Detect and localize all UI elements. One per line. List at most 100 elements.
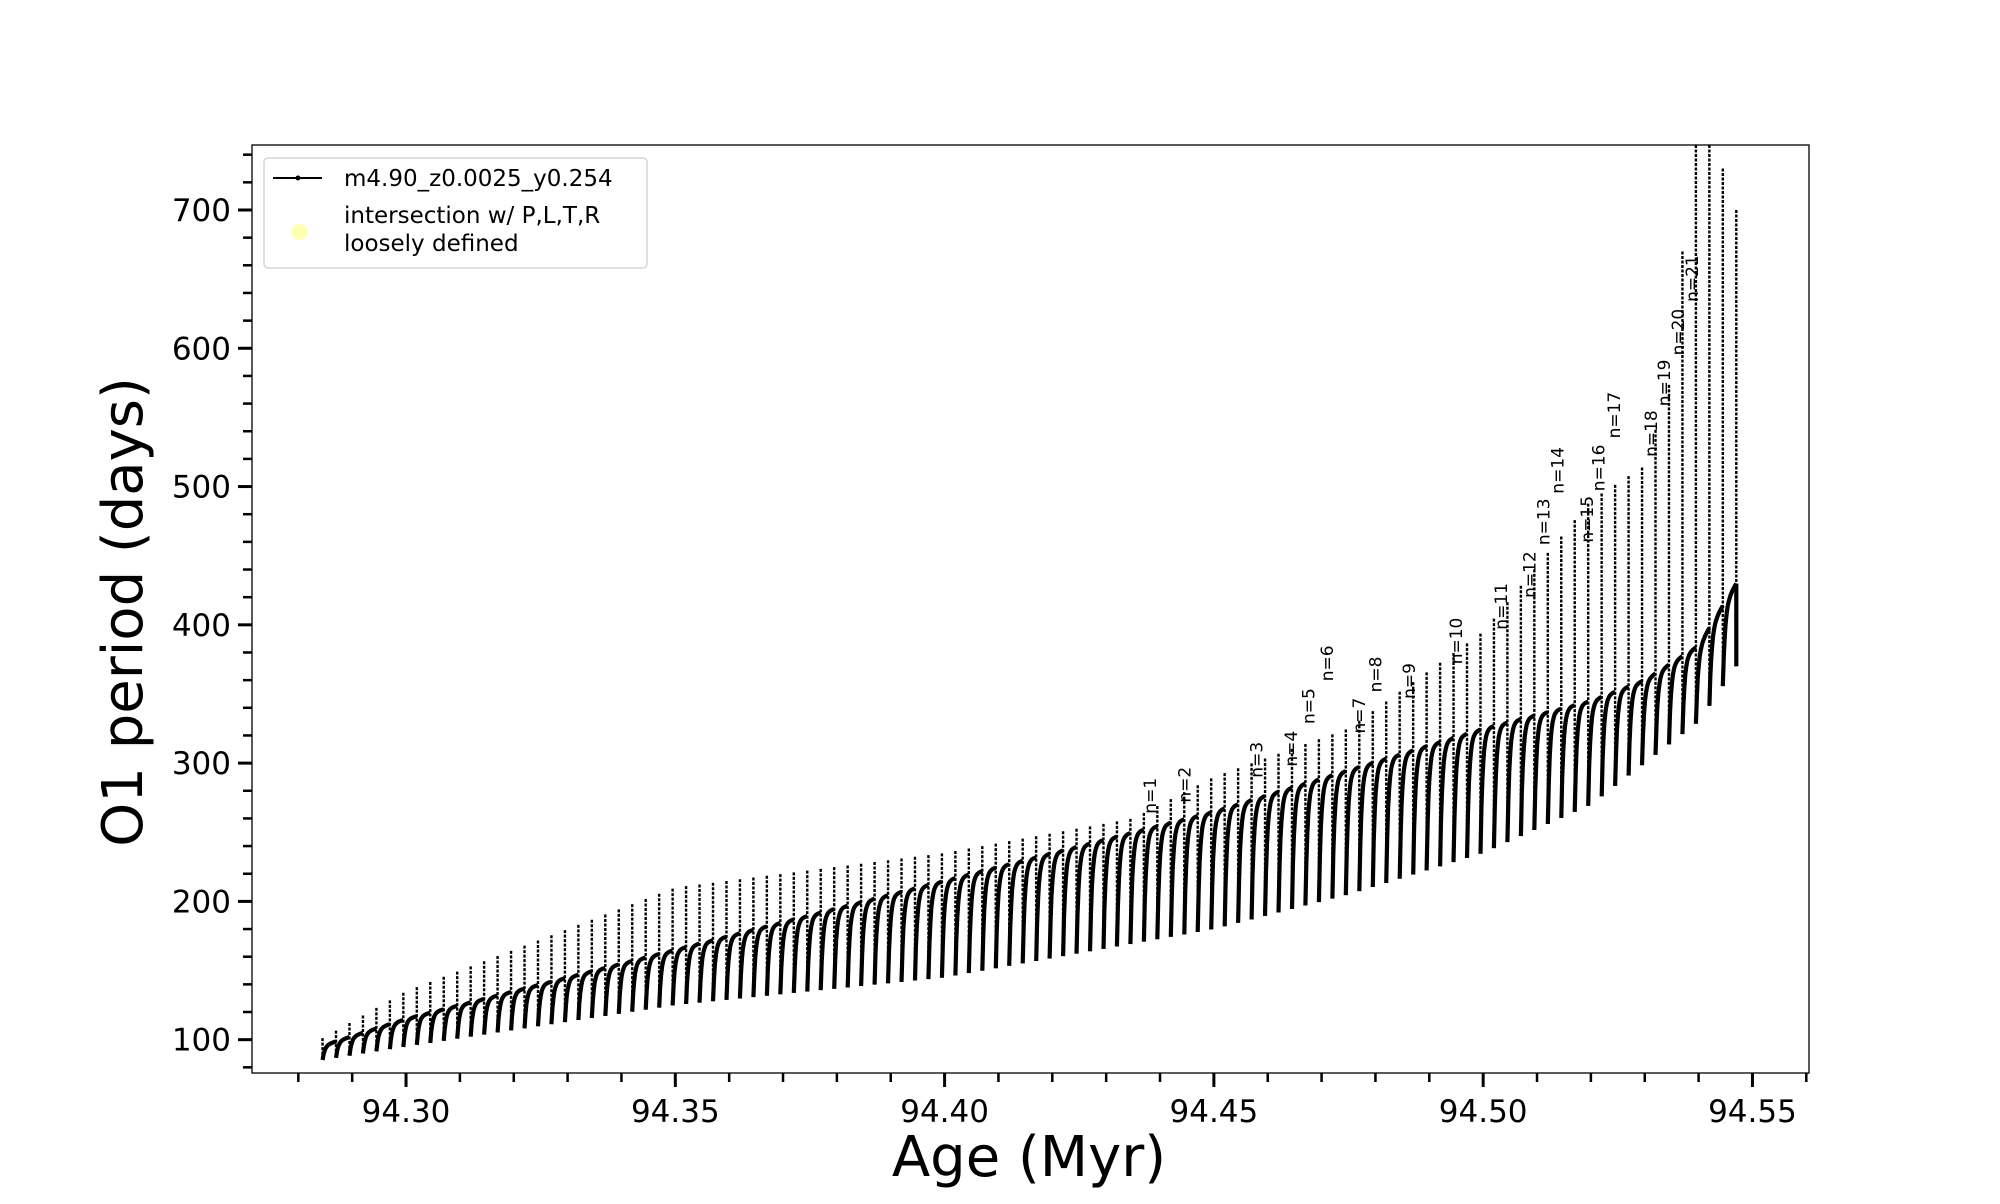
series-segment xyxy=(347,1030,365,1056)
series-segment xyxy=(1276,785,1294,913)
pulse-label: n=10 xyxy=(1447,618,1467,665)
pulse-label: n=15 xyxy=(1578,496,1598,543)
series-segment xyxy=(1720,582,1739,687)
x-tick-label: 94.35 xyxy=(631,1094,720,1130)
series-segment xyxy=(1289,781,1307,910)
series-segment xyxy=(953,872,970,976)
series-segment xyxy=(1236,798,1253,923)
pulse-label: n=5 xyxy=(1300,688,1320,724)
series-segment xyxy=(1155,820,1172,940)
series-segment xyxy=(1639,671,1657,766)
series-segment xyxy=(1411,744,1428,875)
series-segment xyxy=(482,993,499,1035)
series-segment xyxy=(1545,706,1563,825)
series-segment xyxy=(1168,817,1186,937)
series-segment xyxy=(832,903,849,989)
series-segment xyxy=(778,917,795,995)
plot-frame xyxy=(251,144,1810,1074)
series-segment xyxy=(1478,724,1496,854)
pulse-label: n=1 xyxy=(1141,778,1161,814)
series-segment xyxy=(522,983,540,1029)
series-segment xyxy=(576,969,593,1021)
series-segment xyxy=(1666,654,1684,745)
series-segment xyxy=(1438,735,1455,867)
legend-label-series: m4.90_z0.0025_y0.254 xyxy=(344,166,613,192)
series-segment xyxy=(1195,810,1213,933)
series-segment xyxy=(468,996,486,1037)
series-segment xyxy=(710,934,728,1002)
series-segment xyxy=(859,896,876,987)
series-segment xyxy=(1262,789,1280,916)
y-tick-label: 100 xyxy=(172,1023,231,1059)
series-segment xyxy=(1532,710,1549,831)
series-segment xyxy=(966,869,984,974)
series-segment xyxy=(1464,727,1482,859)
series-segment xyxy=(1101,834,1119,949)
series-segment xyxy=(535,979,553,1027)
pulse-label: n=16 xyxy=(1589,445,1609,492)
y-tick-label: 400 xyxy=(172,608,231,644)
series-segment xyxy=(1491,720,1509,849)
pulse-label: n=4 xyxy=(1282,731,1302,767)
series-segment xyxy=(1222,802,1240,927)
series-segment xyxy=(1249,794,1267,920)
series-segment xyxy=(428,1007,445,1044)
series-segment xyxy=(1007,858,1024,966)
pulse-label: n=12 xyxy=(1521,551,1541,598)
series-segment xyxy=(980,865,997,971)
plot-area xyxy=(252,145,1809,1073)
pulse-label: n=21 xyxy=(1683,255,1703,302)
series-segment xyxy=(603,962,620,1017)
x-tick-label: 94.30 xyxy=(362,1094,451,1130)
series-segment xyxy=(630,955,647,1012)
series-segment xyxy=(360,1026,378,1054)
series-segment xyxy=(1303,777,1320,906)
pulse-label: n=18 xyxy=(1642,410,1662,457)
x-axis: 94.30 94.35 94.40 94.45 94.50 94.55 xyxy=(297,1073,1808,1130)
x-tick-label: 94.50 xyxy=(1439,1094,1528,1130)
y-tick-label: 300 xyxy=(172,746,231,782)
x-tick-label: 94.40 xyxy=(900,1094,989,1130)
y-axis-label: O1 period (days) xyxy=(91,377,156,847)
series-segment xyxy=(1128,827,1145,945)
series-segment xyxy=(926,879,943,980)
pulse-label: n=6 xyxy=(1318,645,1338,681)
pulse-label: n=13 xyxy=(1535,498,1555,545)
series-segment xyxy=(1316,773,1334,903)
pulse-label: n=7 xyxy=(1350,698,1370,734)
series-segment xyxy=(1586,695,1603,806)
series-segment xyxy=(1047,848,1065,959)
series-segment xyxy=(643,951,661,1010)
annotation-layer: n=1 n=2 n=3 n=4 n=5 n=6 n=7 n=8 n=9 n=10 n=11 n=12 n… xyxy=(1141,255,1703,813)
series-segment xyxy=(1074,841,1092,954)
x-tick-label: 94.45 xyxy=(1170,1094,1259,1130)
series-segment xyxy=(1518,713,1536,837)
series-segment xyxy=(616,958,634,1014)
series-segment xyxy=(899,886,917,982)
series-segment xyxy=(791,914,809,993)
series-segment xyxy=(589,965,607,1019)
series-segment xyxy=(1572,699,1590,812)
series-segment xyxy=(1357,760,1374,892)
series-segment xyxy=(670,945,688,1006)
pulse-label: n=9 xyxy=(1400,663,1420,699)
series-segment xyxy=(697,938,715,1003)
series-segment xyxy=(401,1014,418,1048)
pulse-label: n=19 xyxy=(1655,360,1675,407)
series-segment xyxy=(1061,845,1078,957)
series-segment xyxy=(549,976,566,1025)
series-segment xyxy=(1141,824,1159,942)
series-segment xyxy=(993,862,1011,969)
series-segment xyxy=(1384,752,1401,883)
series-segment xyxy=(1397,748,1415,879)
series-segment xyxy=(1693,626,1712,724)
series-segment xyxy=(751,924,768,998)
y-tick-label: 600 xyxy=(172,331,231,367)
legend: m4.90_z0.0025_y0.254 intersection w/ P,L… xyxy=(263,157,648,269)
series-segment xyxy=(724,931,742,1000)
series-segment xyxy=(657,948,674,1008)
series-segment xyxy=(414,1010,432,1046)
series-segment xyxy=(1680,645,1698,735)
series-segment xyxy=(1599,689,1617,797)
y-tick-label: 200 xyxy=(172,884,231,920)
